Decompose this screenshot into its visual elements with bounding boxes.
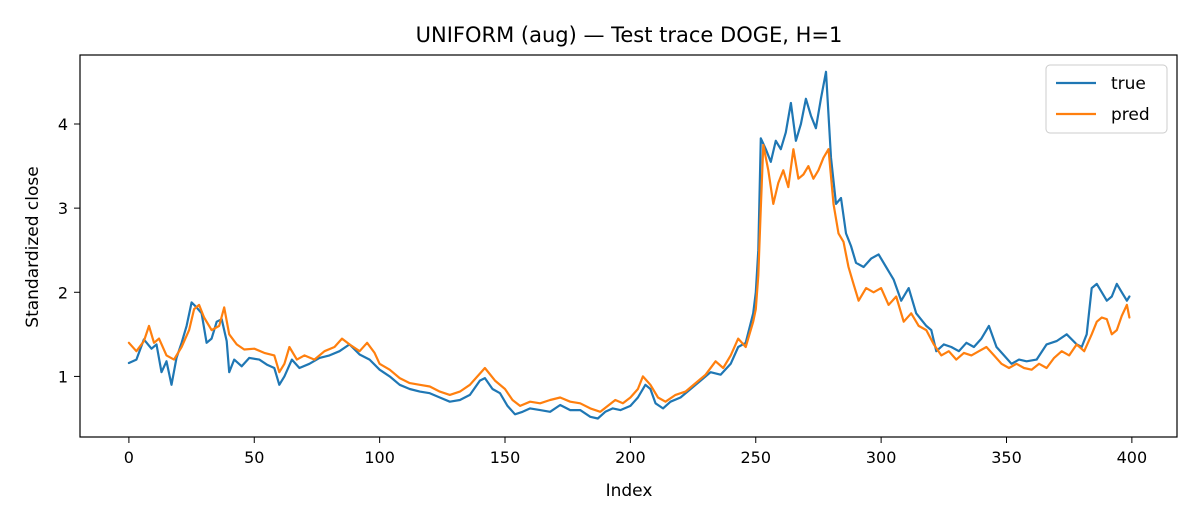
x-tick-label: 100 <box>364 448 395 467</box>
y-tick-label: 3 <box>58 199 68 218</box>
x-tick-label: 250 <box>740 448 771 467</box>
x-tick-label: 50 <box>244 448 264 467</box>
series-line-pred <box>127 143 1131 413</box>
series-layer <box>127 70 1131 420</box>
axes-frame <box>79 54 1178 438</box>
y-axis: 1 2 3 4 <box>58 115 80 386</box>
chart-title: UNIFORM (aug) — Test trace DOGE, H=1 <box>416 23 843 47</box>
x-axis: 0 50 100 150 200 250 300 350 400 <box>124 437 1147 467</box>
y-tick-label: 4 <box>58 115 68 134</box>
y-tick-label: 2 <box>58 283 68 302</box>
x-tick-label: 350 <box>991 448 1022 467</box>
x-tick-label: 150 <box>490 448 521 467</box>
series-line-true <box>127 70 1131 420</box>
x-tick-label: 0 <box>124 448 134 467</box>
x-tick-label: 400 <box>1117 448 1148 467</box>
legend-label-pred: pred <box>1111 105 1150 125</box>
x-tick-label: 200 <box>615 448 646 467</box>
x-axis-label: Index <box>606 481 653 501</box>
x-tick-label: 300 <box>866 448 897 467</box>
plot-area <box>79 54 1178 438</box>
legend: true pred <box>1045 64 1168 134</box>
legend-label-true: true <box>1111 74 1146 94</box>
y-axis-label: Standardized close <box>23 166 43 327</box>
y-tick-label: 1 <box>58 367 68 386</box>
